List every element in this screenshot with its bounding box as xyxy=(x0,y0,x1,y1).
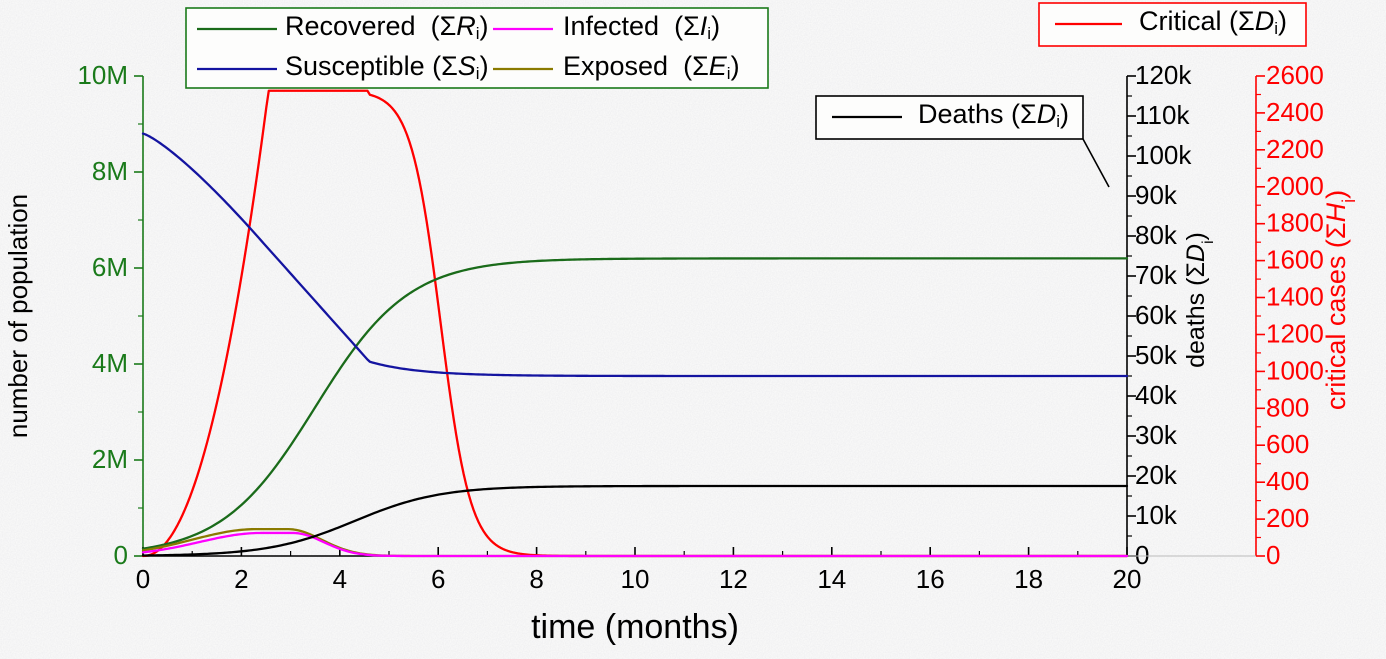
svg-text:14: 14 xyxy=(817,564,846,594)
svg-text:1400: 1400 xyxy=(1266,282,1324,312)
svg-text:30k: 30k xyxy=(1135,420,1178,450)
svg-text:2200: 2200 xyxy=(1266,134,1324,164)
svg-text:800: 800 xyxy=(1266,392,1309,422)
svg-text:2M: 2M xyxy=(92,444,128,474)
svg-text:600: 600 xyxy=(1266,429,1309,459)
svg-text:time (months): time (months) xyxy=(531,608,739,646)
svg-text:12: 12 xyxy=(719,564,748,594)
svg-text:1000: 1000 xyxy=(1266,355,1324,385)
svg-text:20k: 20k xyxy=(1135,460,1178,490)
svg-text:0: 0 xyxy=(136,564,150,594)
svg-text:2400: 2400 xyxy=(1266,97,1324,127)
svg-text:200: 200 xyxy=(1266,503,1309,533)
svg-text:70k: 70k xyxy=(1135,260,1178,290)
svg-text:100k: 100k xyxy=(1135,140,1192,170)
svg-text:2: 2 xyxy=(234,564,248,594)
svg-text:0: 0 xyxy=(1135,540,1149,570)
svg-text:16: 16 xyxy=(916,564,945,594)
svg-text:1600: 1600 xyxy=(1266,245,1324,275)
svg-text:80k: 80k xyxy=(1135,220,1178,250)
svg-text:number of population: number of population xyxy=(3,194,33,438)
svg-text:1800: 1800 xyxy=(1266,208,1324,238)
svg-text:2000: 2000 xyxy=(1266,171,1324,201)
svg-text:18: 18 xyxy=(1014,564,1043,594)
svg-text:90k: 90k xyxy=(1135,180,1178,210)
svg-text:6M: 6M xyxy=(92,252,128,282)
svg-text:10: 10 xyxy=(621,564,650,594)
svg-text:10k: 10k xyxy=(1135,500,1178,530)
svg-text:60k: 60k xyxy=(1135,300,1178,330)
svg-text:6: 6 xyxy=(431,564,445,594)
svg-text:50k: 50k xyxy=(1135,340,1178,370)
svg-text:8M: 8M xyxy=(92,156,128,186)
svg-text:2600: 2600 xyxy=(1266,60,1324,90)
svg-text:40k: 40k xyxy=(1135,380,1178,410)
svg-text:0: 0 xyxy=(1266,540,1280,570)
svg-text:8: 8 xyxy=(529,564,543,594)
svg-text:120k: 120k xyxy=(1135,60,1192,90)
svg-text:400: 400 xyxy=(1266,466,1309,496)
svg-text:4M: 4M xyxy=(92,348,128,378)
svg-text:10M: 10M xyxy=(77,60,128,90)
svg-text:4: 4 xyxy=(333,564,347,594)
svg-text:110k: 110k xyxy=(1135,100,1190,130)
svg-text:0: 0 xyxy=(114,540,128,570)
svg-text:1200: 1200 xyxy=(1266,319,1324,349)
